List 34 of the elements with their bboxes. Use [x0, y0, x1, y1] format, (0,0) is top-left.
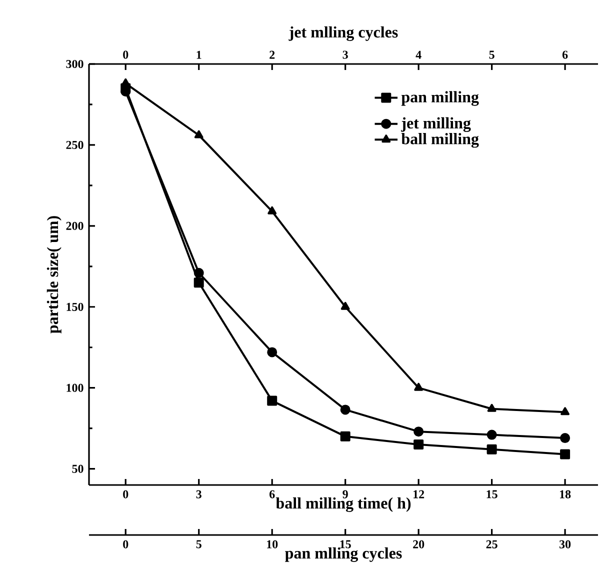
y-tick-label: 200 — [66, 222, 84, 230]
x-tick-label: 15 — [486, 490, 498, 498]
x-axis-title: pan mlling cycles — [285, 547, 402, 562]
y-axis-title: particle size( um) — [46, 216, 62, 334]
y-tick-label: 300 — [66, 60, 84, 68]
x-tick-label: 12 — [414, 490, 424, 498]
legend-label: ball milling — [401, 133, 479, 148]
x2-tick-label: 0 — [123, 50, 128, 59]
x-tick-label: 30 — [560, 540, 571, 548]
x-tick-label: 20 — [413, 540, 424, 548]
x-tick-label: 3 — [196, 490, 202, 498]
legend-label: jet milling — [401, 117, 471, 132]
x-tick-label: 15 — [340, 540, 351, 548]
x-tick-label: 18 — [560, 490, 571, 498]
y-tick-label: 250 — [66, 140, 84, 150]
x2-tick-label: 4 — [416, 50, 422, 59]
x2-tick-label: 3 — [342, 50, 348, 59]
x-tick-label: 5 — [196, 540, 202, 548]
x-axis-title: ball milling time( h) — [276, 497, 411, 512]
x-tick-label: 25 — [486, 540, 498, 548]
x2-tick-label: 6 — [562, 50, 568, 59]
x-tick-label: 6 — [270, 490, 275, 498]
y-tick-label: 150 — [66, 302, 84, 311]
x-tick-label: 0 — [123, 540, 128, 548]
x2-tick-label: 1 — [196, 50, 202, 59]
y-tick-label: 50 — [72, 464, 84, 473]
x-tick-label: 10 — [267, 540, 278, 548]
x-tick-label: 0 — [123, 490, 128, 498]
x2-axis-title: jet mlling cycles — [288, 26, 398, 41]
x2-tick-label: 2 — [270, 50, 275, 59]
y-tick-label: 100 — [66, 384, 84, 392]
x2-tick-label: 5 — [489, 50, 494, 59]
x-tick-label: 9 — [342, 490, 348, 498]
legend-label: pan milling — [401, 91, 479, 106]
